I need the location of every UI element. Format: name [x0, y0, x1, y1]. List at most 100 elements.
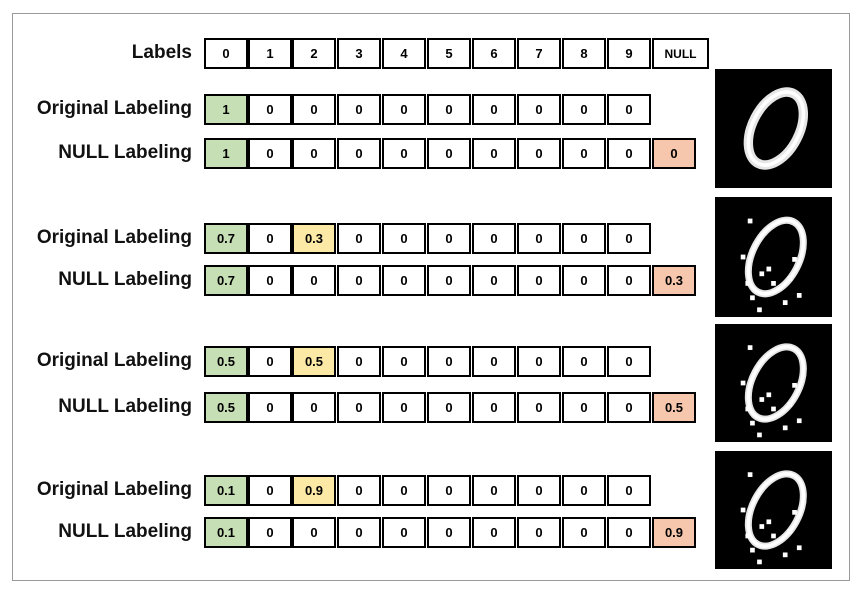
original-labeling-cell: 0 — [472, 223, 516, 254]
header-label-cell: 9 — [607, 38, 651, 69]
null-labeling-cell: 0 — [292, 265, 336, 296]
null-labeling-cell: 0 — [292, 392, 336, 423]
original-labeling-cell: 0 — [607, 223, 651, 254]
null-labeling-cell: 0 — [382, 265, 426, 296]
null-labeling-cell: 0 — [337, 265, 381, 296]
original-labeling-cell: 0 — [607, 346, 651, 377]
original-labeling-cell: 0 — [562, 346, 606, 377]
null-labeling-cell: 0 — [472, 517, 516, 548]
null-labeling-cell: 0 — [292, 517, 336, 548]
original-labeling-cell: 0 — [292, 94, 336, 125]
null-labeling-cell: 0 — [292, 138, 336, 169]
null-labeling-label: NULL Labeling — [58, 142, 192, 163]
original-labeling-cell: 0 — [382, 475, 426, 506]
null-labeling-cell: 0 — [517, 265, 561, 296]
original-labeling-cell: 0 — [517, 346, 561, 377]
header-label-cell: 6 — [472, 38, 516, 69]
null-labeling-cell: 0 — [607, 392, 651, 423]
original-labeling-cell: 0 — [427, 223, 471, 254]
header-label-cell: 7 — [517, 38, 561, 69]
labels-header-title: Labels — [131, 42, 192, 63]
null-labeling-cell: 0 — [472, 392, 516, 423]
null-labeling-cell: 0 — [562, 138, 606, 169]
header-label-cell: 2 — [292, 38, 336, 69]
null-labeling-cell: 0 — [337, 138, 381, 169]
null-labeling-cell: 0 — [382, 392, 426, 423]
null-labeling-cell: 1 — [204, 138, 248, 169]
header-label-cell: NULL — [652, 38, 709, 69]
null-labeling-cell: 0.7 — [204, 265, 248, 296]
null-labeling-cell: 0 — [427, 392, 471, 423]
original-labeling-cell: 0 — [337, 223, 381, 254]
null-labeling-cell: 0 — [248, 265, 292, 296]
null-labeling-label: NULL Labeling — [58, 396, 192, 417]
header-label-cell: 0 — [204, 38, 248, 69]
original-labeling-cell: 0.3 — [292, 223, 336, 254]
header-label-cell: 3 — [337, 38, 381, 69]
original-labeling-cell: 0 — [517, 475, 561, 506]
original-labeling-cell: 0 — [517, 223, 561, 254]
original-labeling-cell: 1 — [204, 94, 248, 125]
original-labeling-label: Original Labeling — [36, 227, 192, 248]
null-labeling-cell: 0.3 — [652, 265, 696, 296]
original-labeling-cell: 0 — [427, 94, 471, 125]
null-labeling-cell: 0 — [562, 392, 606, 423]
digit-zero-icon — [715, 197, 832, 317]
header-label-cell: 4 — [382, 38, 426, 69]
mnist-digit-image — [715, 451, 832, 569]
digit-zero-icon — [715, 69, 832, 188]
original-labeling-cell: 0 — [382, 223, 426, 254]
original-labeling-cell: 0.5 — [204, 346, 248, 377]
null-labeling-label: NULL Labeling — [58, 269, 192, 290]
null-labeling-cell: 0 — [517, 517, 561, 548]
digit-zero-icon — [715, 451, 832, 569]
original-labeling-cell: 0 — [427, 346, 471, 377]
null-labeling-cell: 0.1 — [204, 517, 248, 548]
mnist-digit-image — [715, 69, 832, 188]
null-labeling-cell: 0 — [248, 517, 292, 548]
original-labeling-cell: 0 — [337, 94, 381, 125]
header-label-cell: 5 — [427, 38, 471, 69]
null-labeling-cell: 0 — [562, 265, 606, 296]
original-labeling-cell: 0 — [607, 94, 651, 125]
original-labeling-cell: 0 — [472, 475, 516, 506]
original-labeling-cell: 0.7 — [204, 223, 248, 254]
original-labeling-cell: 0 — [472, 346, 516, 377]
original-labeling-cell: 0 — [337, 346, 381, 377]
mnist-digit-image — [715, 197, 832, 317]
null-labeling-cell: 0 — [472, 265, 516, 296]
null-labeling-cell: 0 — [248, 392, 292, 423]
null-labeling-cell: 0 — [337, 517, 381, 548]
original-labeling-cell: 0 — [562, 94, 606, 125]
original-labeling-cell: 0 — [562, 223, 606, 254]
null-labeling-label: NULL Labeling — [58, 521, 192, 542]
null-labeling-cell: 0.9 — [652, 517, 696, 548]
original-labeling-cell: 0 — [517, 94, 561, 125]
original-labeling-cell: 0 — [472, 94, 516, 125]
digit-zero-icon — [715, 324, 832, 442]
original-labeling-cell: 0 — [562, 475, 606, 506]
original-labeling-cell: 0 — [248, 223, 292, 254]
null-labeling-cell: 0 — [382, 517, 426, 548]
null-labeling-cell: 0 — [607, 138, 651, 169]
original-labeling-cell: 0.5 — [292, 346, 336, 377]
null-labeling-cell: 0 — [607, 517, 651, 548]
original-labeling-label: Original Labeling — [36, 98, 192, 119]
original-labeling-label: Original Labeling — [36, 350, 192, 371]
null-labeling-cell: 0 — [427, 265, 471, 296]
original-labeling-cell: 0 — [427, 475, 471, 506]
original-labeling-cell: 0 — [248, 475, 292, 506]
original-labeling-cell: 0 — [607, 475, 651, 506]
original-labeling-cell: 0 — [382, 346, 426, 377]
original-labeling-cell: 0.1 — [204, 475, 248, 506]
null-labeling-cell: 0 — [382, 138, 426, 169]
null-labeling-cell: 0.5 — [652, 392, 696, 423]
original-labeling-label: Original Labeling — [36, 479, 192, 500]
null-labeling-cell: 0 — [517, 392, 561, 423]
null-labeling-cell: 0 — [652, 138, 696, 169]
null-labeling-cell: 0 — [337, 392, 381, 423]
figure-frame — [12, 13, 850, 581]
null-labeling-cell: 0 — [517, 138, 561, 169]
null-labeling-cell: 0.5 — [204, 392, 248, 423]
null-labeling-cell: 0 — [562, 517, 606, 548]
